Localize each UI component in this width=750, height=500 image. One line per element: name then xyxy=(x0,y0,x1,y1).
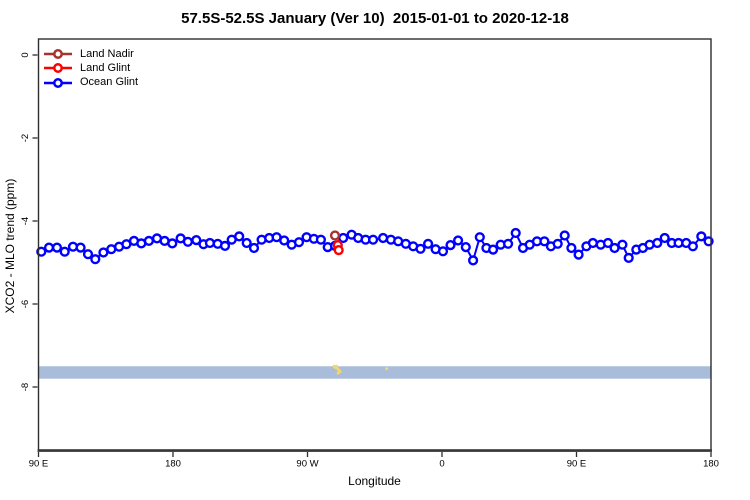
legend-item-land-nadir: Land Nadir xyxy=(43,47,138,61)
ocean-glint-point xyxy=(510,227,521,239)
ocean-glint-point xyxy=(652,237,663,249)
ocean-glint-point xyxy=(696,231,707,242)
ocean-glint-point xyxy=(488,244,499,255)
ocean-glint-point xyxy=(59,246,70,257)
y-tick-label: -6 xyxy=(20,300,31,308)
y-axis-ticks: 0 -2 -4 -6 -8 xyxy=(20,52,38,391)
land-nadir-marker-icon xyxy=(44,49,72,60)
ocean-glint-point xyxy=(82,249,94,260)
ocean-glint-point xyxy=(75,242,86,253)
ocean-glint-point xyxy=(659,232,670,244)
ocean-glint-point xyxy=(219,240,231,252)
y-tick-label: -2 xyxy=(20,134,31,142)
ocean-glint-point xyxy=(623,252,634,264)
ocean-glint-point xyxy=(241,237,252,249)
ocean-glint-point xyxy=(191,235,202,246)
ocean-glint-point xyxy=(423,238,434,249)
x-axis-ticks: 90 E 180 90 W 0 90 E 180 xyxy=(29,452,719,470)
ocean-glint-point xyxy=(248,242,260,254)
ocean-glint-point xyxy=(559,230,570,241)
land-glint-series xyxy=(332,240,344,256)
x-tick-label: 90 W xyxy=(296,459,318,470)
reference-band xyxy=(38,366,711,379)
land-glint-point xyxy=(333,245,344,256)
x-tick-label: 180 xyxy=(165,459,181,470)
ocean-glint-point xyxy=(90,254,101,265)
ocean-glint-point xyxy=(453,235,464,246)
ocean-glint-point xyxy=(234,231,245,242)
ocean-glint-point xyxy=(51,242,63,253)
ocean-glint-point xyxy=(98,247,109,258)
ocean-glint-point xyxy=(36,246,47,257)
band-marker-dot xyxy=(338,370,342,374)
ocean-glint-point xyxy=(539,236,550,247)
ocean-glint-point xyxy=(552,238,563,249)
ocean-glint-series xyxy=(36,227,714,266)
ocean-glint-point xyxy=(415,243,426,254)
legend: Land Nadir Land Glint Ocean Glint xyxy=(43,47,138,90)
land-nadir-point xyxy=(329,230,341,241)
ocean-glint-point xyxy=(182,236,194,247)
ocean-glint-point xyxy=(43,242,55,253)
ocean-glint-point xyxy=(204,237,216,249)
ocean-glint-point xyxy=(445,240,456,251)
ocean-glint-point xyxy=(167,238,178,249)
plot-border xyxy=(37,38,712,451)
x-tick-label: 90 E xyxy=(567,459,587,470)
ocean-glint-point xyxy=(293,237,305,248)
y-tick-label: 0 xyxy=(20,52,31,57)
ocean-glint-point xyxy=(587,237,599,249)
ocean-glint-point xyxy=(468,255,479,266)
ocean-glint-point xyxy=(437,246,449,257)
ocean-glint-point xyxy=(378,232,389,244)
ocean-glint-point xyxy=(279,235,290,246)
legend-label-land-nadir: Land Nadir xyxy=(80,47,134,60)
ocean-glint-point xyxy=(460,242,471,253)
ocean-glint-point xyxy=(503,238,514,249)
ocean-glint-point xyxy=(315,234,327,245)
legend-item-ocean-glint: Ocean Glint xyxy=(43,76,138,90)
ocean-glint-point xyxy=(573,249,584,260)
ocean-glint-point xyxy=(602,237,614,249)
x-tick-label: 90 E xyxy=(29,459,49,470)
y-axis-title: XCO2 - MLO trend (ppm) xyxy=(3,178,17,314)
land-glint-marker-icon xyxy=(44,63,72,74)
x-tick-label: 180 xyxy=(703,459,719,470)
x-tick-label: 0 xyxy=(439,459,444,470)
land-nadir-series xyxy=(329,230,341,241)
band-marker-dot xyxy=(336,371,340,375)
ocean-glint-point xyxy=(338,232,349,244)
ocean-glint-point xyxy=(609,242,620,254)
legend-label-ocean-glint: Ocean Glint xyxy=(80,76,139,89)
x-axis-title: Longitude xyxy=(348,474,401,488)
band-marker-dot xyxy=(385,367,389,371)
ocean-glint-marker-icon xyxy=(44,77,72,88)
ocean-glint-point xyxy=(687,241,699,252)
ocean-glint-point xyxy=(617,239,628,250)
legend-item-land-glint: Land Glint xyxy=(43,61,138,75)
legend-label-land-glint: Land Glint xyxy=(80,61,131,74)
ocean-glint-point xyxy=(368,234,379,245)
y-tick-label: -8 xyxy=(20,383,31,391)
y-tick-label: -4 xyxy=(20,217,31,225)
band-markers xyxy=(332,364,389,375)
chart-title: 57.5S-52.5S January (Ver 10) 2015-01-01 … xyxy=(181,10,569,27)
ocean-glint-point xyxy=(474,232,485,243)
ocean-glint-point xyxy=(143,235,155,247)
ocean-glint-point xyxy=(566,242,577,254)
band-marker-dot xyxy=(334,364,338,368)
